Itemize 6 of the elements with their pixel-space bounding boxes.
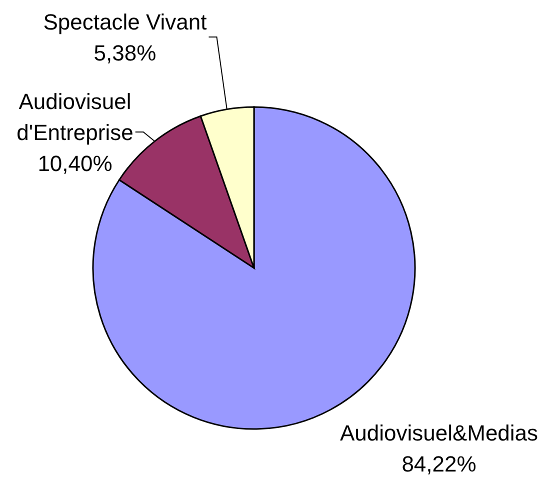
data-label: 84,22%: [402, 451, 476, 476]
slice-label: Audiovisuel&Medias: [340, 420, 538, 445]
slice-label: Audiovisuel d'Entreprise: [16, 88, 134, 144]
data-label: 5,38%: [94, 40, 156, 65]
data-label: 10,40%: [38, 150, 112, 176]
slice-label: Spectacle Vivant: [43, 9, 207, 34]
